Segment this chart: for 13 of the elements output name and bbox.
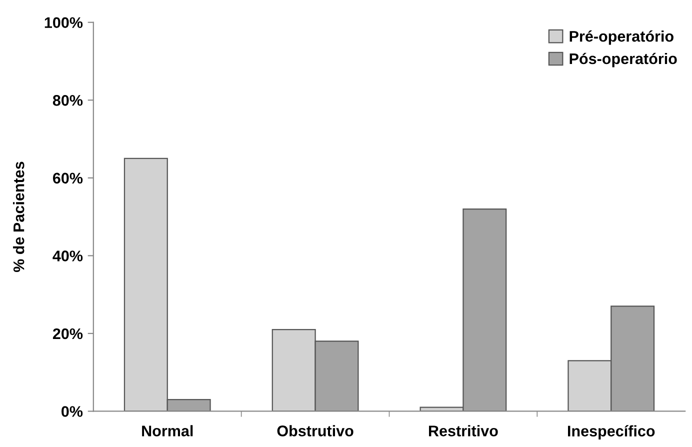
- x-tick-label: Inespecífico: [568, 425, 655, 440]
- y-tick-label: 60%: [52, 172, 83, 184]
- y-tick-label: 0%: [62, 406, 83, 417]
- y-axis-title: % de Pacientes: [13, 162, 24, 272]
- legend-label: Pós-operatório: [570, 52, 677, 68]
- y-tick-label: 20%: [52, 328, 83, 340]
- x-tick-label: Restritivo: [429, 425, 498, 436]
- x-tick-label: Normal: [142, 425, 193, 436]
- legend-label: Pré-operatório: [570, 30, 674, 45]
- x-tick-label: Obstrutivo: [277, 425, 354, 436]
- y-tick-label: 40%: [52, 250, 83, 262]
- y-tick-label: 80%: [52, 94, 83, 106]
- y-tick-label: 100%: [44, 17, 83, 28]
